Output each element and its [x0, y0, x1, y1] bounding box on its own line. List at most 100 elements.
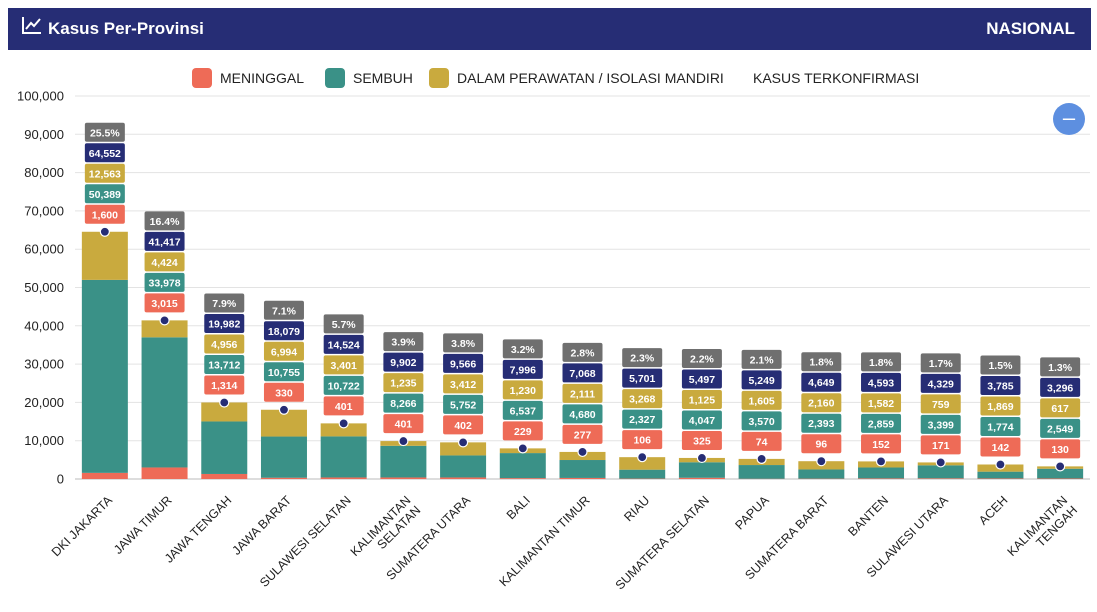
data-label-sembuh: 3,399	[928, 419, 954, 431]
bar-perawatan[interactable]	[141, 320, 188, 338]
confirmed-point[interactable]	[875, 456, 887, 467]
x-category-label-line: JAWA BARAT	[230, 493, 295, 558]
confirmed-point[interactable]	[637, 452, 648, 463]
legend-label-terkonfirmasi: KASUS TERKONFIRMASI	[753, 70, 920, 86]
bar-sembuh[interactable]	[977, 471, 1024, 479]
bar-sembuh[interactable]	[260, 436, 307, 478]
bar-sembuh[interactable]	[619, 469, 666, 479]
data-label-bg-perawatan	[263, 341, 304, 361]
collapse-button[interactable]: –	[1053, 103, 1085, 135]
bar-meninggal[interactable]	[201, 473, 248, 479]
bar-sembuh[interactable]	[798, 469, 845, 479]
data-label-bg-perawatan	[801, 393, 842, 413]
data-label-perawatan: 4,424	[151, 257, 177, 269]
confirmed-point[interactable]	[517, 443, 528, 454]
bar-meninggal[interactable]	[678, 477, 725, 479]
confirmed-point[interactable]	[1055, 461, 1066, 472]
confirmed-point[interactable]	[816, 456, 827, 467]
confirmed-point[interactable]	[278, 404, 290, 415]
confirmed-point[interactable]	[398, 435, 409, 447]
bar-sembuh[interactable]	[201, 421, 248, 474]
header-title-text: Kasus Per-Provinsi	[48, 19, 204, 38]
confirmed-point[interactable]	[995, 459, 1006, 470]
data-label-bg-meninggal	[443, 415, 484, 435]
bar-sembuh[interactable]	[499, 453, 546, 479]
data-label-share: 3.9%	[391, 337, 416, 349]
data-label-bg-perawatan	[383, 373, 424, 393]
bar-sembuh[interactable]	[559, 460, 606, 478]
data-label-bg-meninggal	[502, 421, 543, 441]
bar-meninggal[interactable]	[559, 477, 606, 479]
bar-meninggal[interactable]	[320, 477, 367, 479]
x-category-label-line: DKI JAKARTA	[49, 493, 116, 560]
bar-perawatan[interactable]	[201, 402, 248, 422]
data-label-bg-share	[1040, 357, 1081, 377]
data-label-bg-meninggal	[562, 424, 603, 444]
bar-meninggal[interactable]	[81, 472, 128, 479]
data-label-confirmed: 18,079	[268, 326, 300, 338]
data-label-bg-confirmed	[1040, 377, 1081, 397]
data-label-confirmed: 9,566	[450, 358, 476, 370]
data-label-confirmed: 14,524	[328, 339, 360, 351]
y-tick-label: 0	[57, 472, 64, 487]
data-label-meninggal: 401	[335, 401, 353, 413]
bar-meninggal[interactable]	[499, 478, 546, 479]
bar-sembuh[interactable]	[440, 455, 487, 478]
bar-sembuh[interactable]	[141, 337, 188, 468]
bar-sembuh[interactable]	[1037, 468, 1084, 479]
confirmed-point[interactable]	[935, 457, 946, 468]
confirmed-point[interactable]	[99, 226, 110, 237]
bar-meninggal[interactable]	[260, 477, 307, 479]
legend-item-sembuh[interactable]: SEMBUH	[325, 66, 413, 90]
data-label-confirmed: 9,902	[390, 357, 416, 369]
data-label-bg-share	[562, 342, 603, 362]
data-label-bg-sembuh	[920, 414, 961, 434]
y-tick-label: 30,000	[24, 357, 64, 372]
y-tick-label: 60,000	[24, 242, 64, 257]
legend: MENINGGAL SEMBUH DALAM PERAWATAN / ISOLA…	[0, 66, 1097, 90]
confirmed-point[interactable]	[159, 315, 170, 326]
data-label-perawatan: 6,994	[271, 346, 297, 358]
bar-sembuh[interactable]	[320, 436, 367, 478]
bar-sembuh[interactable]	[81, 279, 128, 473]
bar-meninggal[interactable]	[380, 477, 427, 479]
bar-sembuh[interactable]	[917, 465, 964, 479]
confirmed-point[interactable]	[577, 446, 588, 458]
confirmed-point[interactable]	[696, 452, 708, 464]
confirmed-point[interactable]	[756, 453, 767, 464]
bar-meninggal[interactable]	[917, 478, 964, 479]
y-tick-label: 50,000	[24, 280, 64, 295]
confirmed-point[interactable]	[457, 437, 469, 448]
bar-meninggal[interactable]	[858, 478, 905, 479]
data-label-bg-perawatan	[562, 383, 603, 403]
bar-meninggal[interactable]	[977, 478, 1024, 479]
data-label-share: 3.8%	[451, 338, 476, 350]
data-label-bg-confirmed	[741, 370, 782, 390]
data-label-confirmed: 7,996	[510, 364, 536, 376]
bar-perawatan[interactable]	[440, 442, 487, 456]
data-label-bg-confirmed	[443, 353, 484, 373]
data-label-bg-share	[263, 300, 304, 320]
data-label-sembuh: 6,537	[510, 405, 536, 417]
data-label-bg-meninggal	[263, 382, 304, 402]
data-label-bg-meninggal	[204, 375, 245, 395]
data-label-bg-sembuh	[980, 417, 1021, 437]
y-tick-label: 80,000	[24, 165, 64, 180]
data-label-bg-share	[741, 349, 782, 369]
bar-meninggal[interactable]	[141, 467, 188, 479]
bar-sembuh[interactable]	[738, 465, 785, 479]
bar-perawatan[interactable]	[81, 231, 128, 280]
bar-perawatan[interactable]	[320, 423, 367, 437]
legend-item-perawatan[interactable]: DALAM PERAWATAN / ISOLASI MANDIRI	[429, 66, 724, 90]
legend-item-meninggal[interactable]: MENINGGAL	[192, 66, 304, 90]
bar-meninggal[interactable]	[440, 477, 487, 479]
bar-perawatan[interactable]	[619, 457, 666, 470]
data-label-bg-meninggal	[84, 204, 125, 224]
bar-sembuh[interactable]	[858, 467, 905, 479]
bar-sembuh[interactable]	[380, 445, 427, 478]
confirmed-point[interactable]	[338, 418, 349, 429]
legend-item-terkonfirmasi[interactable]: KASUS TERKONFIRMASI	[753, 66, 919, 90]
data-label-share: 1.8%	[869, 357, 894, 369]
confirmed-point[interactable]	[219, 397, 230, 408]
bar-sembuh[interactable]	[678, 462, 725, 478]
